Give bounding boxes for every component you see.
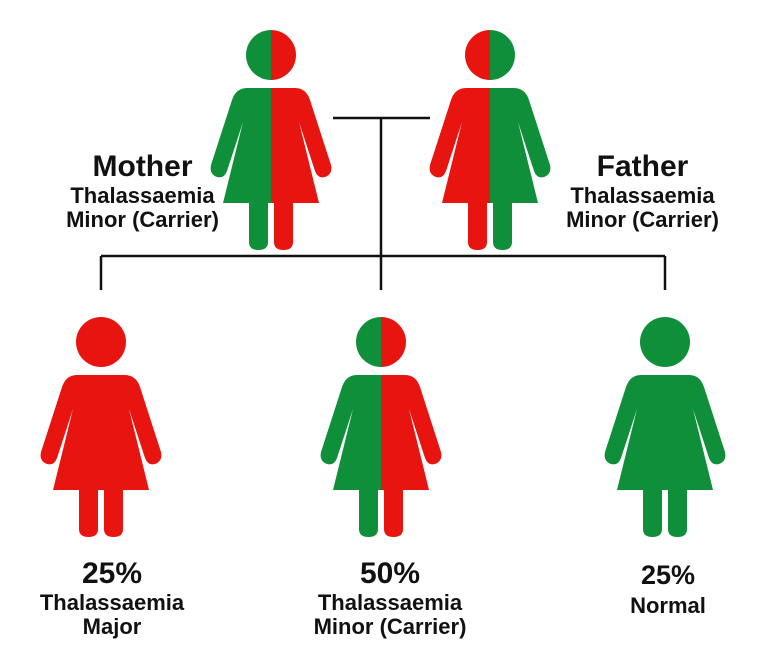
father-status-line2: Minor (Carrier) (566, 207, 719, 233)
child-minor-line1: Thalassaemia (317, 589, 463, 615)
child-normal-percent: 25% (640, 560, 696, 590)
child-minor-label: 50% Thalassaemia Minor (Carrier) (290, 557, 490, 640)
child-minor-percent: 50% (359, 557, 421, 590)
child-minor-figure (320, 317, 442, 537)
child-major-line2: Major (82, 614, 142, 640)
child-major-figure (40, 317, 162, 537)
child-major-percent: 25% (81, 557, 143, 590)
child-normal-line1: Normal (630, 593, 706, 619)
father-label: Father Thalassaemia Minor (Carrier) (540, 150, 745, 233)
child-major-label: 25% Thalassaemia Major (12, 557, 212, 640)
child-normal-label: 25% Normal (568, 560, 768, 619)
child-major-line1: Thalassaemia (39, 589, 185, 615)
mother-status-line1: Thalassaemia (70, 182, 215, 208)
mother-label: Mother Thalassaemia Minor (Carrier) (40, 150, 245, 233)
child-minor-line2: Minor (Carrier) (313, 614, 467, 640)
father-status-line1: Thalassaemia (570, 182, 715, 208)
connector-lines (99, 116, 667, 290)
mother-role: Mother (92, 150, 193, 183)
mother-status-line2: Minor (Carrier) (66, 207, 219, 233)
father-role: Father (596, 150, 689, 183)
child-normal-figure (604, 317, 726, 537)
father-figure (429, 30, 551, 250)
